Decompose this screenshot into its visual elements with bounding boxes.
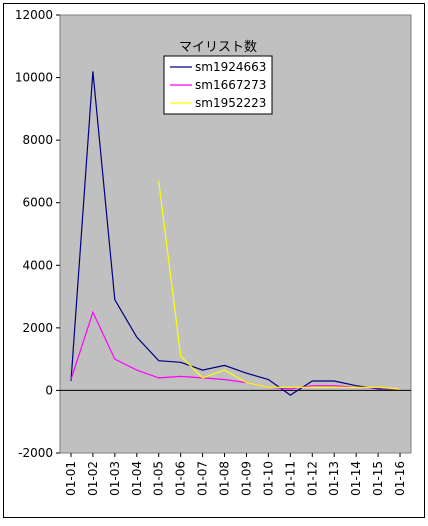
x-tick-label: 01-11 <box>283 461 297 496</box>
y-tick-label: -2000 <box>18 446 53 460</box>
y-tick-label: 0 <box>45 383 53 397</box>
x-tick-label: 01-04 <box>130 461 144 496</box>
legend-title: マイリスト数 <box>179 40 257 55</box>
y-tick-label: 2000 <box>22 321 53 335</box>
x-tick-label: 01-14 <box>349 461 363 496</box>
x-tick-label: 01-13 <box>327 461 341 496</box>
series-line-sm1924663 <box>70 71 400 396</box>
legend: sm1924663 sm1667273 sm1952223 <box>163 55 273 115</box>
x-tick-label: 01-03 <box>108 461 122 496</box>
legend-label: sm1924663 <box>195 60 266 74</box>
series-line-sm1667273 <box>70 310 401 390</box>
x-tick-label: 01-15 <box>371 461 385 496</box>
x-tick-label: 01-08 <box>218 461 232 496</box>
y-axis: -2000 0 2000 4000 6000 8000 10000 12000 <box>15 8 411 460</box>
x-axis: 01-01 01-02 01-03 01-04 01-05 01-06 01-07 01-08… <box>64 453 407 496</box>
y-tick-label: 10000 <box>15 71 53 85</box>
x-tick-label: 01-06 <box>174 461 188 496</box>
x-tick-label: 01-07 <box>196 461 210 496</box>
x-tick-label: 01-12 <box>305 461 319 496</box>
y-tick-label: 6000 <box>22 196 53 210</box>
x-tick-label: 01-01 <box>64 461 78 496</box>
legend-label: sm1667273 <box>195 78 266 92</box>
x-tick-label: 01-16 <box>393 461 407 496</box>
legend-label: sm1952223 <box>195 96 266 110</box>
x-tick-label: 01-05 <box>152 461 166 496</box>
y-tick-label: 4000 <box>22 258 53 272</box>
x-tick-label: 01-02 <box>86 461 100 496</box>
series-line-sm1952223 <box>158 180 401 390</box>
x-tick-label: 01-09 <box>239 461 253 496</box>
series-layer <box>70 71 401 396</box>
x-tick-label: 01-10 <box>261 461 275 496</box>
y-tick-label: 8000 <box>22 133 53 147</box>
y-tick-label: 12000 <box>15 8 53 22</box>
